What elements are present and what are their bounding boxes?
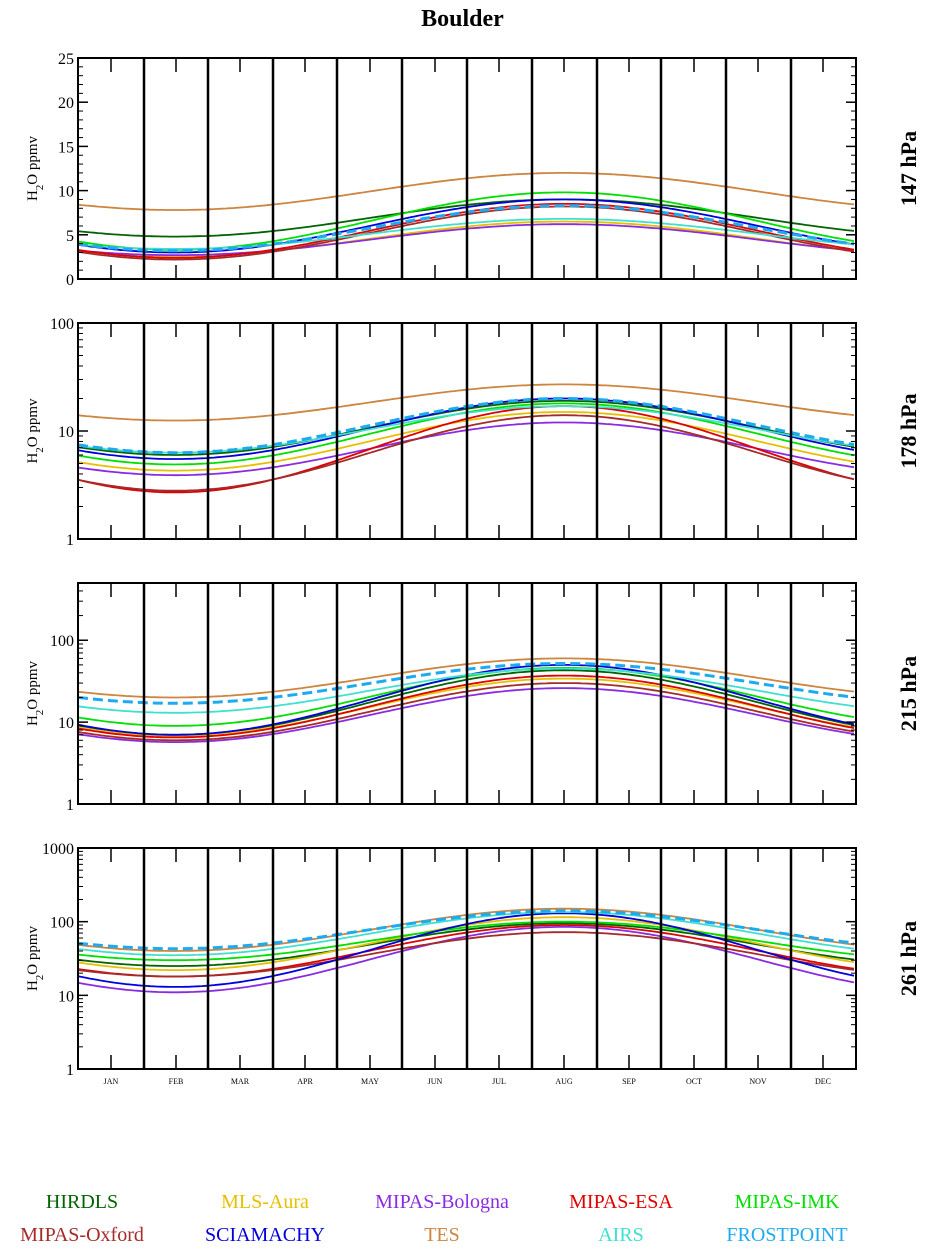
pressure-label: 178 hPa [896,393,921,468]
y-tick-label: 10 [58,184,74,201]
y-tick-label: 25 [58,51,74,68]
y-tick-label: 100 [50,915,74,932]
month-label: JUN [428,1077,443,1086]
y-axis-label: H2O ppmv [25,925,46,991]
month-label: OCT [686,1077,702,1086]
y-axis-label: H2O ppmv [25,660,46,726]
pressure-label: 147 hPa [896,131,921,206]
legend-item-sciamachy: SCIAMACHY [204,1224,326,1246]
y-tick-label: 1 [66,797,74,814]
legend-item-hirdls: HIRDLS [45,1191,119,1213]
legend-item-mls-aura: MLS-Aura [221,1191,309,1213]
y-tick-label: 10 [58,424,74,441]
y-tick-label: 100 [50,316,74,333]
month-label: DEC [815,1077,831,1086]
month-label: MAY [361,1077,379,1086]
legend-item-mipas-bologna: MIPAS-Bologna [375,1191,509,1213]
month-label: JAN [104,1077,119,1086]
y-axis-label: H2O ppmv [25,398,46,464]
y-tick-label: 1 [66,1062,74,1079]
month-label: NOV [749,1077,767,1086]
legend-item-frostpoint: FROSTPOINT [726,1224,848,1246]
legend-item-tes: TES [424,1224,460,1246]
y-tick-label: 5 [66,228,74,245]
pressure-label: 215 hPa [896,656,921,731]
y-tick-label: 100 [50,633,74,650]
chart-title: Boulder [421,6,504,32]
y-tick-label: 15 [58,139,74,156]
y-tick-label: 1 [66,532,74,549]
legend-item-mipas-oxford: MIPAS-Oxford [20,1224,144,1246]
y-tick-label: 0 [66,272,74,289]
legend-item-airs: AIRS [598,1224,644,1246]
month-label: MAR [231,1077,250,1086]
y-tick-label: 20 [58,95,74,112]
y-tick-label: 1000 [42,841,74,858]
month-label: APR [297,1077,313,1086]
month-label: SEP [622,1077,636,1086]
pressure-label: 261 hPa [896,921,921,996]
month-label: JUL [492,1077,506,1086]
y-tick-label: 10 [58,988,74,1005]
y-axis-label: H2O ppmv [25,135,46,201]
legend-item-mipas-esa: MIPAS-ESA [569,1191,673,1213]
legend-item-mipas-imk: MIPAS-IMK [734,1191,840,1213]
month-label: AUG [555,1077,573,1086]
y-tick-label: 10 [58,715,74,732]
month-label: FEB [169,1077,184,1086]
